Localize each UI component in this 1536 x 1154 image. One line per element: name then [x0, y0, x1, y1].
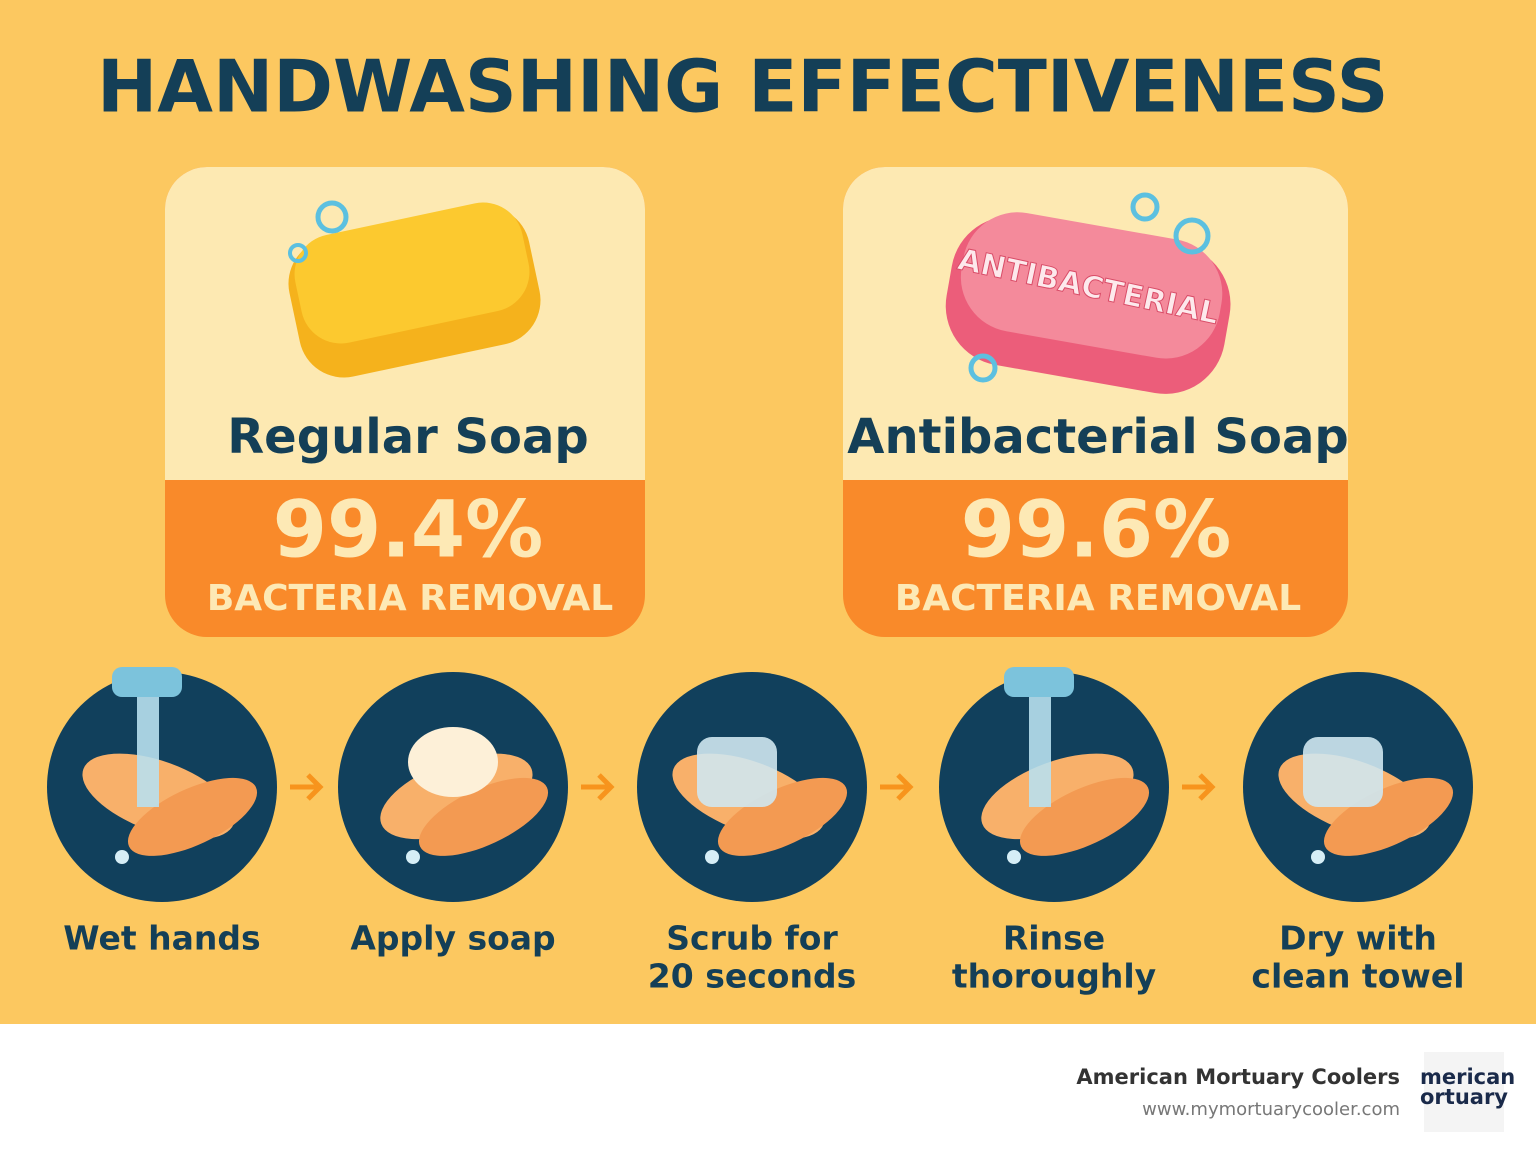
step-label: Apply soap: [350, 919, 555, 958]
card-caption: BACTERIA REMOVAL: [895, 578, 1301, 619]
faucet: [112, 667, 182, 697]
drop: [705, 850, 719, 864]
water: [137, 697, 159, 807]
step-label: Scrub for: [666, 919, 838, 958]
drop: [406, 850, 420, 864]
drop: [115, 850, 129, 864]
step-label: Rinse: [1003, 919, 1105, 958]
arrow: [581, 773, 615, 801]
drop: [1007, 850, 1021, 864]
bubble: [288, 243, 308, 263]
step-label: Dry with: [1279, 919, 1437, 958]
footer-background: [0, 1024, 1536, 1154]
card: Regular Soap 99.4% BACTERIA REMOVAL: [165, 167, 645, 637]
step-label: thoroughly: [952, 957, 1156, 996]
bubble: [315, 200, 349, 234]
card-percent: 99.4%: [273, 485, 544, 575]
bubble: [968, 353, 998, 383]
logo-text: merican: [1420, 1065, 1515, 1089]
hand: [1019, 777, 1150, 856]
bubble: [1130, 192, 1160, 222]
arrow: [880, 773, 914, 801]
foam: [697, 737, 777, 807]
logo: [1424, 1052, 1504, 1132]
title: HANDWASHING EFFECTIVENESS: [97, 45, 1389, 129]
hand: [418, 777, 549, 856]
card-caption: BACTERIA REMOVAL: [207, 578, 613, 619]
arrow: [1182, 773, 1216, 801]
step-label: 20 seconds: [648, 957, 856, 996]
soap-top: [960, 212, 1223, 359]
faucet: [1004, 667, 1074, 697]
card: ANTIBACTERIAL Antibacterial Soap 99.6% B…: [843, 167, 1349, 637]
footer-url: www.mymortuarycooler.com: [1142, 1099, 1400, 1120]
hand: [717, 777, 848, 856]
step-label: clean towel: [1251, 957, 1464, 996]
footer-brand: American Mortuary Coolers: [1076, 1065, 1400, 1089]
hand: [1323, 777, 1454, 856]
card-name: Regular Soap: [227, 409, 589, 465]
card-percent: 99.6%: [961, 485, 1232, 575]
soap: [408, 727, 498, 797]
drop: [1311, 850, 1325, 864]
arrow: [290, 773, 324, 801]
water: [1029, 697, 1051, 807]
soap-top: [294, 202, 530, 344]
card-name: Antibacterial Soap: [847, 409, 1348, 465]
foam: [1303, 737, 1383, 807]
step-label: Wet hands: [63, 919, 260, 958]
hand: [127, 777, 258, 856]
bubble: [1173, 217, 1211, 255]
logo-text: ortuary: [1420, 1085, 1508, 1109]
hand: [981, 753, 1134, 840]
